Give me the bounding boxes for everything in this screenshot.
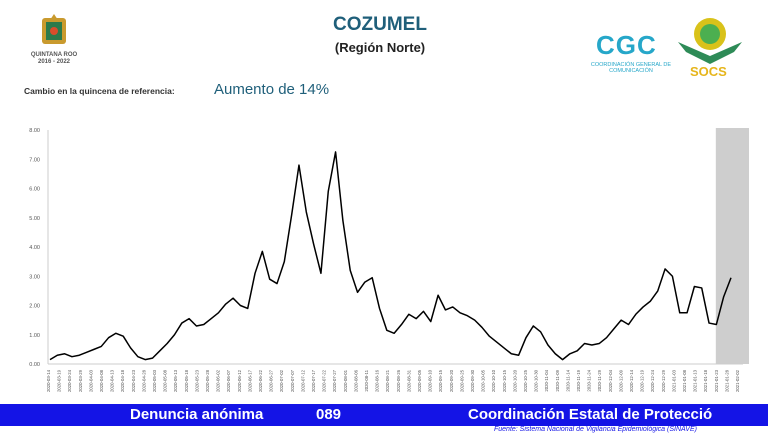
chart: 0.00 1.00 2.00 3.00 4.00 5.00 6.00 7.00 8.00 2020… [29, 128, 749, 392]
x-tick-label: 2020-10-20 [512, 369, 517, 392]
footer-phone-number: 089 [316, 406, 342, 423]
x-tick-label: 2021-01-28 [724, 369, 729, 392]
x-tick-label: 2020-04-18 [120, 369, 125, 392]
x-tick-label: 2020-12-24 [650, 369, 655, 392]
x-tick-label: 2020-09-20 [449, 369, 454, 392]
data-source: Fuente: Sistema Nacional de Vigilancia E… [494, 426, 697, 433]
x-tick-label: 2020-11-04 [544, 369, 549, 391]
x-tick-label: 2020-12-09 [618, 369, 623, 392]
x-tick-label: 2020-05-08 [163, 369, 168, 392]
x-tick-label: 2020-07-07 [290, 369, 295, 392]
x-tick-label: 2020-12-19 [640, 369, 645, 392]
footer-coordination: Coordinación Estatal de Protecció [468, 406, 713, 423]
x-tick-label: 2020-06-07 [226, 369, 231, 392]
y-tick-label: 7.00 [29, 157, 40, 163]
state-emblem-icon [42, 14, 66, 44]
x-tick-label: 2021-01-23 [714, 369, 719, 392]
x-tick-label: 2021-01-18 [703, 369, 708, 392]
x-tick-label: 2020-07-12 [300, 369, 305, 392]
x-tick-label: 2020-04-28 [141, 369, 146, 392]
x-tick-label: 2021-01-03 [671, 369, 676, 392]
x-tick-label: 2020-09-25 [459, 369, 464, 392]
x-tick-label: 2020-05-13 [173, 369, 178, 392]
x-tick-label: 2020-05-18 [184, 369, 189, 392]
y-tick-label: 0.00 [29, 362, 40, 368]
x-tick-label: 2020-11-29 [597, 369, 602, 391]
x-tick-label: 2020-03-19 [57, 369, 62, 392]
x-tick-label: 2020-12-29 [661, 369, 666, 392]
x-tick-label: 2020-04-13 [110, 369, 115, 392]
change-value: Aumento de 14% [214, 81, 330, 98]
x-tick-label: 2020-09-05 [417, 369, 422, 392]
x-tick-label: 2020-03-24 [67, 369, 72, 392]
x-tick-label: 2020-05-23 [194, 369, 199, 392]
x-tick-label: 2020-10-25 [523, 369, 528, 392]
x-tick-label: 2020-05-28 [205, 369, 210, 392]
x-tick-label: 2020-08-26 [396, 369, 401, 392]
state-name: QUINTANA ROO [30, 52, 78, 58]
x-tick-label: 2020-07-02 [279, 369, 284, 392]
x-tick-label: 2020-09-30 [470, 369, 475, 392]
footer-anonymous-report: Denuncia anónima [130, 406, 264, 423]
y-tick-label: 5.00 [29, 216, 40, 222]
footer-ticker: Denuncia anónima 089 Coordinación Estata… [0, 404, 768, 426]
x-tick-label: 2020-10-15 [502, 369, 507, 392]
y-tick-label: 3.00 [29, 274, 40, 280]
x-tick-label: 2020-10-05 [481, 369, 486, 392]
x-tick-label: 2020-03-14 [46, 369, 51, 392]
cgc-logo-sub: COORDINACIÓN GENERAL DE COMUNICACIÓN [590, 62, 672, 74]
x-tick-label: 2020-04-23 [131, 369, 136, 392]
x-tick-label: 2020-09-15 [438, 369, 443, 392]
x-tick-label: 2020-06-02 [216, 369, 221, 392]
x-tick-label: 2020-09-10 [428, 369, 433, 392]
change-label: Cambio en la quincena de referencia: [24, 86, 175, 96]
y-tick-label: 2.00 [29, 304, 40, 310]
page-subtitle: (Región Norte) [334, 40, 426, 55]
x-tick-label: 2020-06-27 [269, 369, 274, 392]
x-tick-label: 2020-08-16 [375, 369, 380, 392]
x-tick-label: 2020-08-06 [353, 369, 358, 392]
x-tick-label: 2020-06-12 [237, 369, 242, 392]
x-tick-label: 2021-01-08 [682, 369, 687, 392]
x-tick-label: 2020-12-04 [608, 369, 613, 392]
x-tick-label: 2020-10-10 [491, 369, 496, 392]
x-tick-label: 2020-11-24 [587, 369, 592, 391]
x-tick-label: 2020-10-30 [534, 369, 539, 392]
x-tick-label: 2020-07-27 [332, 369, 337, 392]
x-tick-label: 2020-08-11 [364, 369, 369, 391]
y-tick-label: 1.00 [29, 333, 40, 339]
header: QUINTANA ROO 2016 - 2022 COZUMEL (Región… [0, 0, 768, 110]
x-tick-label: 2020-04-03 [88, 369, 93, 392]
socs-logo-text: SOCS [690, 64, 727, 79]
x-tick-label: 2020-08-31 [406, 369, 411, 392]
x-tick-label: 2020-06-17 [247, 369, 252, 392]
shaded-period [715, 128, 749, 364]
x-tick-label: 2021-01-13 [693, 369, 698, 392]
x-tick-label: 2020-12-14 [629, 369, 634, 392]
y-tick-label: 4.00 [29, 245, 40, 251]
y-tick-label: 6.00 [29, 187, 40, 193]
series-line [49, 151, 732, 361]
x-tick-label: 2020-11-14 [565, 369, 570, 391]
x-tick-label: 2020-07-22 [322, 369, 327, 392]
state-period: 2016 - 2022 [37, 59, 71, 65]
cgc-logo: CGC [596, 30, 657, 60]
x-tick-label: 2020-06-22 [258, 369, 263, 392]
x-tick-label: 2020-08-21 [385, 369, 390, 392]
x-tick-label: 2020-11-19 [576, 369, 581, 391]
page-title: COZUMEL [333, 14, 427, 35]
x-tick-label: 2021-02-02 [735, 369, 740, 392]
x-tick-label: 2020-05-03 [152, 369, 157, 392]
x-tick-label: 2020-07-17 [311, 369, 316, 392]
x-tick-label: 2020-08-01 [343, 369, 348, 392]
x-tick-label: 2020-03-29 [78, 369, 83, 392]
socs-emblem-icon [678, 18, 742, 64]
x-tick-label: 2020-11-09 [555, 369, 560, 391]
x-tick-label: 2020-04-08 [99, 369, 104, 392]
y-tick-label: 8.00 [29, 128, 40, 134]
state-logo-text: QUINTANA ROO 2016 - 2022 [18, 52, 90, 66]
